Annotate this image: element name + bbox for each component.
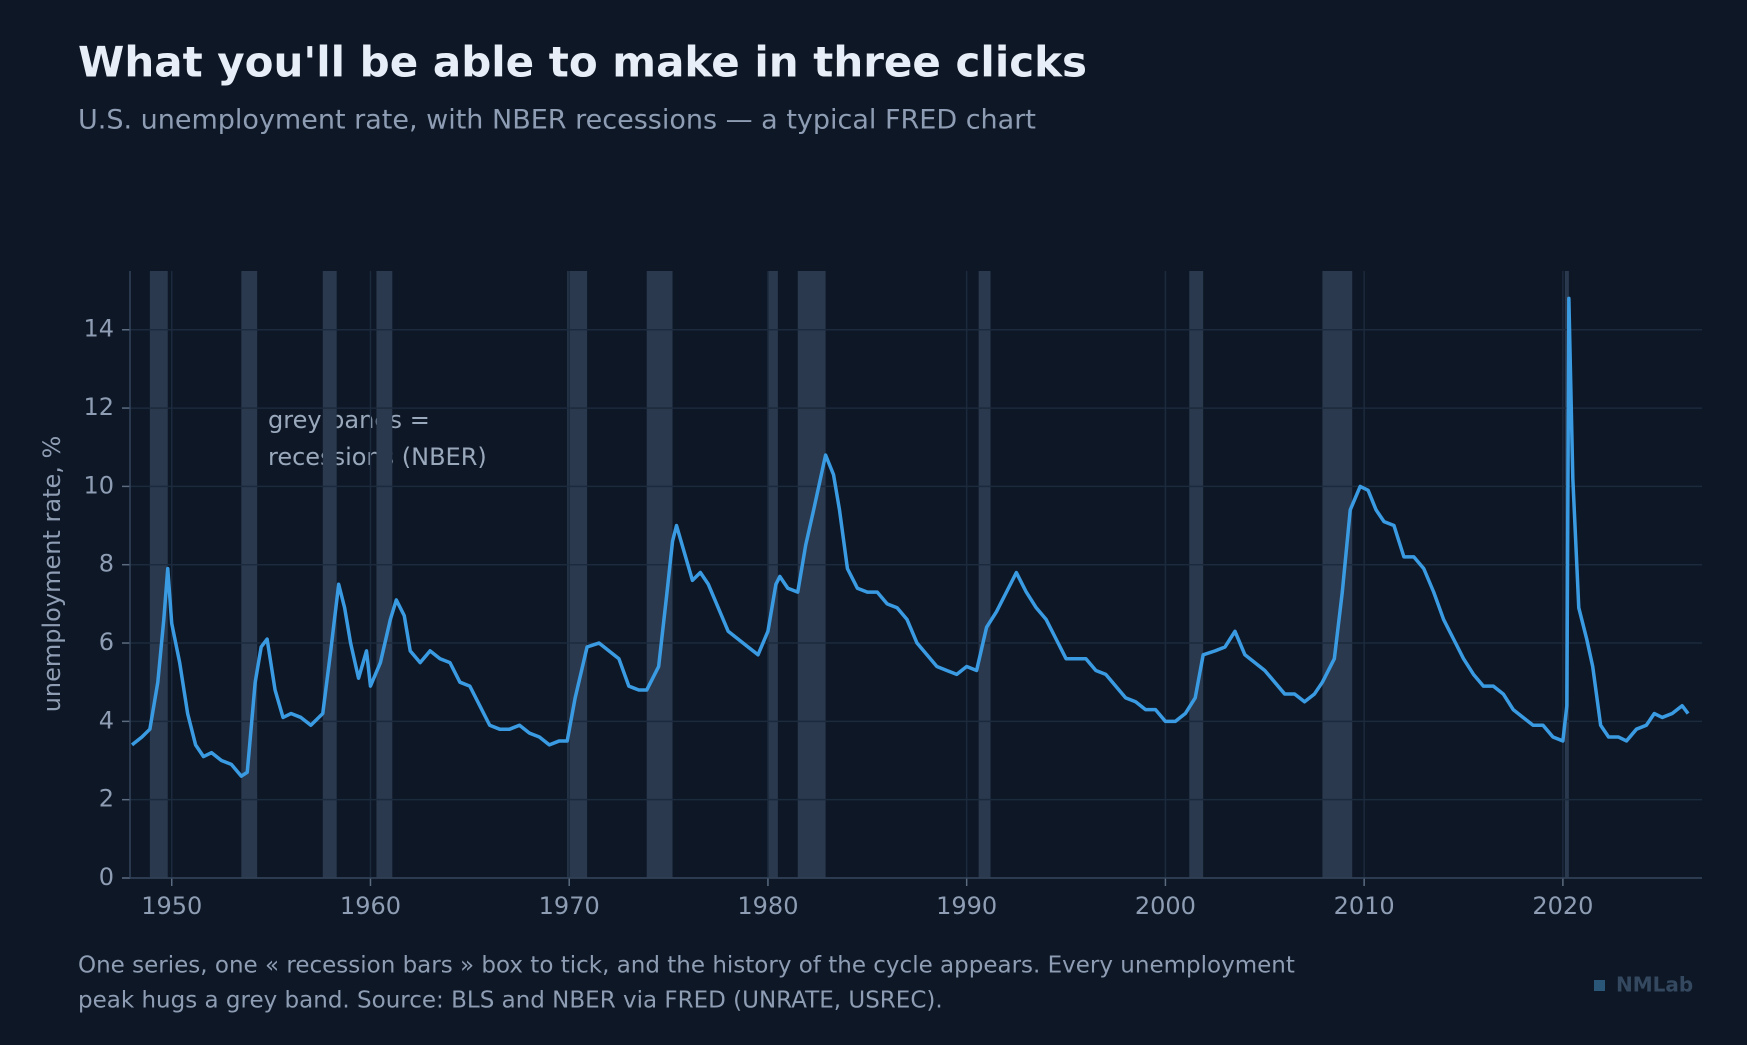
x-tick-label: 1980 (737, 892, 798, 920)
watermark: NMLab (1616, 973, 1693, 997)
x-tick-label: 1990 (936, 892, 997, 920)
recession-band (1322, 271, 1353, 878)
footnote: peak hugs a grey band. Source: BLS and N… (78, 988, 943, 1014)
x-tick-label: 1950 (141, 892, 202, 920)
y-tick-label: 4 (99, 706, 114, 734)
x-tick-label: 1970 (539, 892, 600, 920)
x-tick-label: 2020 (1532, 892, 1593, 920)
recession-band (767, 271, 778, 878)
plot-area: 0 2 4 6 8 10 12 14 1950 1960 1970 1980 1990 2000 2010 2… (83, 271, 1702, 920)
footnote: One series, one « recession bars » box t… (78, 953, 1295, 979)
y-tick-label: 6 (99, 628, 114, 656)
recession-band (376, 271, 393, 878)
y-tick-label: 8 (99, 550, 114, 578)
y-axis-label: unemployment rate, % (38, 436, 66, 713)
recession-band (149, 271, 168, 878)
recession-band (241, 271, 258, 878)
y-tick-label: 14 (83, 315, 114, 343)
chart-title: What you'll be able to make in three cli… (78, 38, 1087, 87)
x-tick-label: 2010 (1334, 892, 1395, 920)
y-tick-label: 2 (99, 785, 114, 813)
chart-subtitle: U.S. unemployment rate, with NBER recess… (78, 105, 1036, 136)
y-tick-label: 0 (99, 863, 114, 891)
x-tick-label: 1960 (340, 892, 401, 920)
y-tick-label: 12 (83, 393, 114, 421)
recession-band (567, 271, 588, 878)
x-tick-label: 2000 (1135, 892, 1196, 920)
y-tick-label: 10 (83, 471, 114, 499)
annotation: grey bands = (268, 406, 430, 434)
recession-band (322, 271, 337, 878)
series-line (130, 296, 1690, 778)
watermark-icon (1594, 980, 1605, 991)
recession-band (1189, 271, 1204, 878)
recession-band (978, 271, 991, 878)
